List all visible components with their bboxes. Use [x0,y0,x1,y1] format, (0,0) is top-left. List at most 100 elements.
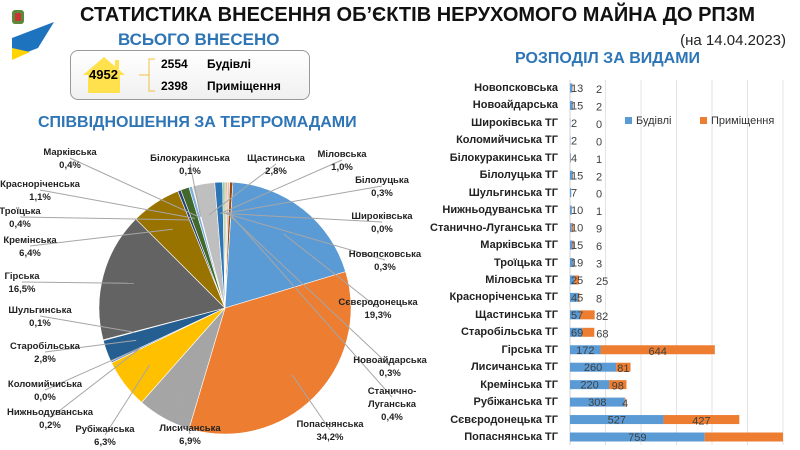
bar-value-premises: 9 [596,224,602,236]
bar-buildings [570,170,573,180]
bar-value-premises: 644 [649,346,667,358]
leader-line [104,364,151,436]
bar-value-premises: 427 [692,416,710,428]
pie-label-value: 0,4% [381,412,403,423]
pie-label-name: Старобільська [10,341,80,352]
bar-buildings [570,275,575,285]
premises-total: 2398 Приміщення [161,79,281,93]
pie-label-value: 0,1% [29,318,51,329]
leader-line [291,374,331,431]
pie-slice-3 [224,181,347,309]
bar-value-premises: 81 [617,363,629,375]
bracket-icon [139,58,155,92]
bar-value-buildings: 69 [571,327,583,339]
bar-value-buildings: 4 [571,153,577,165]
pie-label: Гірська 16,5% [5,270,40,296]
category-label: Білокуракинська ТГ [449,151,558,164]
category-label: Попаснянська ТГ [464,431,558,443]
pie-label: Новопсковська 0,3% [349,248,421,274]
bar-value-buildings: 57 [571,310,583,322]
category-label: Станично-Луганська ТГ [430,221,558,234]
pie-label: Білокуракинська 0,1% [150,152,230,178]
legend-buildings: Будівлі [625,115,671,127]
bar-value-buildings: 15 [571,100,583,112]
category-label: Коломийчиська ТГ [456,134,558,147]
leader-line [189,163,202,217]
pie-label-name: Рубіжанська [75,424,135,435]
pie-title: СПІВВІДНОШЕННЯ ЗА ТЕРГРОМАДАМИ [38,114,357,131]
premises-value: 2398 [161,79,188,93]
leader-line [44,347,140,391]
category-label: Новоайдарська [472,99,558,112]
bar-buildings [570,83,573,93]
leader-line [69,157,200,218]
pie-label: Кремінська 6,4% [3,234,56,260]
logo-icon [12,10,54,60]
leader-line [178,390,191,435]
pie-label: Марківська 0,4% [43,146,96,172]
totals-heading: ВСЬОГО ВНЕСЕНО [118,30,280,49]
bar-value-buildings: 15 [571,240,583,252]
bar-buildings [570,345,601,355]
category-label: Кремінська ТГ [480,378,558,391]
bar-buildings [570,415,664,425]
bar-value-premises: 2 [596,84,602,96]
total-count: 4952 [89,67,118,82]
bar-value-buildings: 220 [580,380,598,392]
pie-label-value: 0,4% [59,160,81,171]
pie-label-name: Кремінська [3,235,57,246]
bar-premises [582,327,595,337]
leader-line [44,339,137,353]
totals-box: 4952 2554 Будівлі 2398 Приміщення [70,50,310,100]
bar-value-buildings: 19 [571,258,583,270]
bar-value-buildings: 527 [608,415,626,427]
leader-line [229,213,393,398]
pie-label-name: Широківська [351,211,413,222]
category-label: Красноріченська ТГ [449,291,558,304]
bar-value-buildings: 45 [571,292,583,304]
pie-label-value: 0,0% [34,392,56,403]
pie-label: Лисичанська 6,9% [159,422,220,448]
pie-label: Красноріченська 1,1% [0,178,80,204]
bar-buildings [570,240,573,250]
bar-premises [704,432,783,442]
leader-line [29,228,173,247]
report-date: (на 14.04.2023) [680,32,786,49]
house-icon [83,57,125,93]
leader-line [49,348,140,419]
pie-label-name: Сєвєродонецька [338,297,418,308]
bar-buildings [570,310,581,320]
pie-label-value: 0,3% [379,368,401,379]
pie-label-name: Попаснянська [296,419,364,430]
bar-value-buildings: 172 [576,345,594,357]
bar-value-buildings: 25 [571,275,583,287]
pie-label-name: Шульгинська [8,305,72,316]
bar-buildings [570,223,572,233]
category-label: Нижньодуванська ТГ [442,204,558,217]
pie-label-name: Лисичанська [159,423,221,434]
category-label: Рубіжанська ТГ [473,396,558,409]
category-label: Новопсковська [474,82,558,94]
bar-premises [600,345,715,355]
category-label: Широківська ТГ [471,116,558,129]
bar-value-premises: 98 [612,381,624,393]
bar-value-buildings: 13 [571,83,583,95]
pie-label: Щастинська 2,8% [247,152,305,178]
pie-label: Новоайдарська 0,3% [353,354,427,380]
pie-label-name: Новопсковська [348,249,422,260]
category-label: Шульгинська ТГ [468,186,558,199]
bar-value-premises: 6 [596,241,602,253]
bar-value-buildings: 308 [588,397,606,409]
legend-swatch [700,117,707,124]
pie-label: Рубіжанська 6,3% [75,423,134,449]
category-label: Сєвєродонецька ТГ [450,413,558,426]
bar-value-premises: 82 [596,311,608,323]
pie-label-name: Красноріченська [0,179,80,190]
bar-premises [571,223,574,233]
buildings-total: 2554 Будівлі [161,57,251,71]
buildings-value: 2554 [161,57,188,71]
bar-value-premises: 4 [622,398,628,410]
category-label: Марківська ТГ [480,239,558,252]
leader-line [225,213,386,261]
